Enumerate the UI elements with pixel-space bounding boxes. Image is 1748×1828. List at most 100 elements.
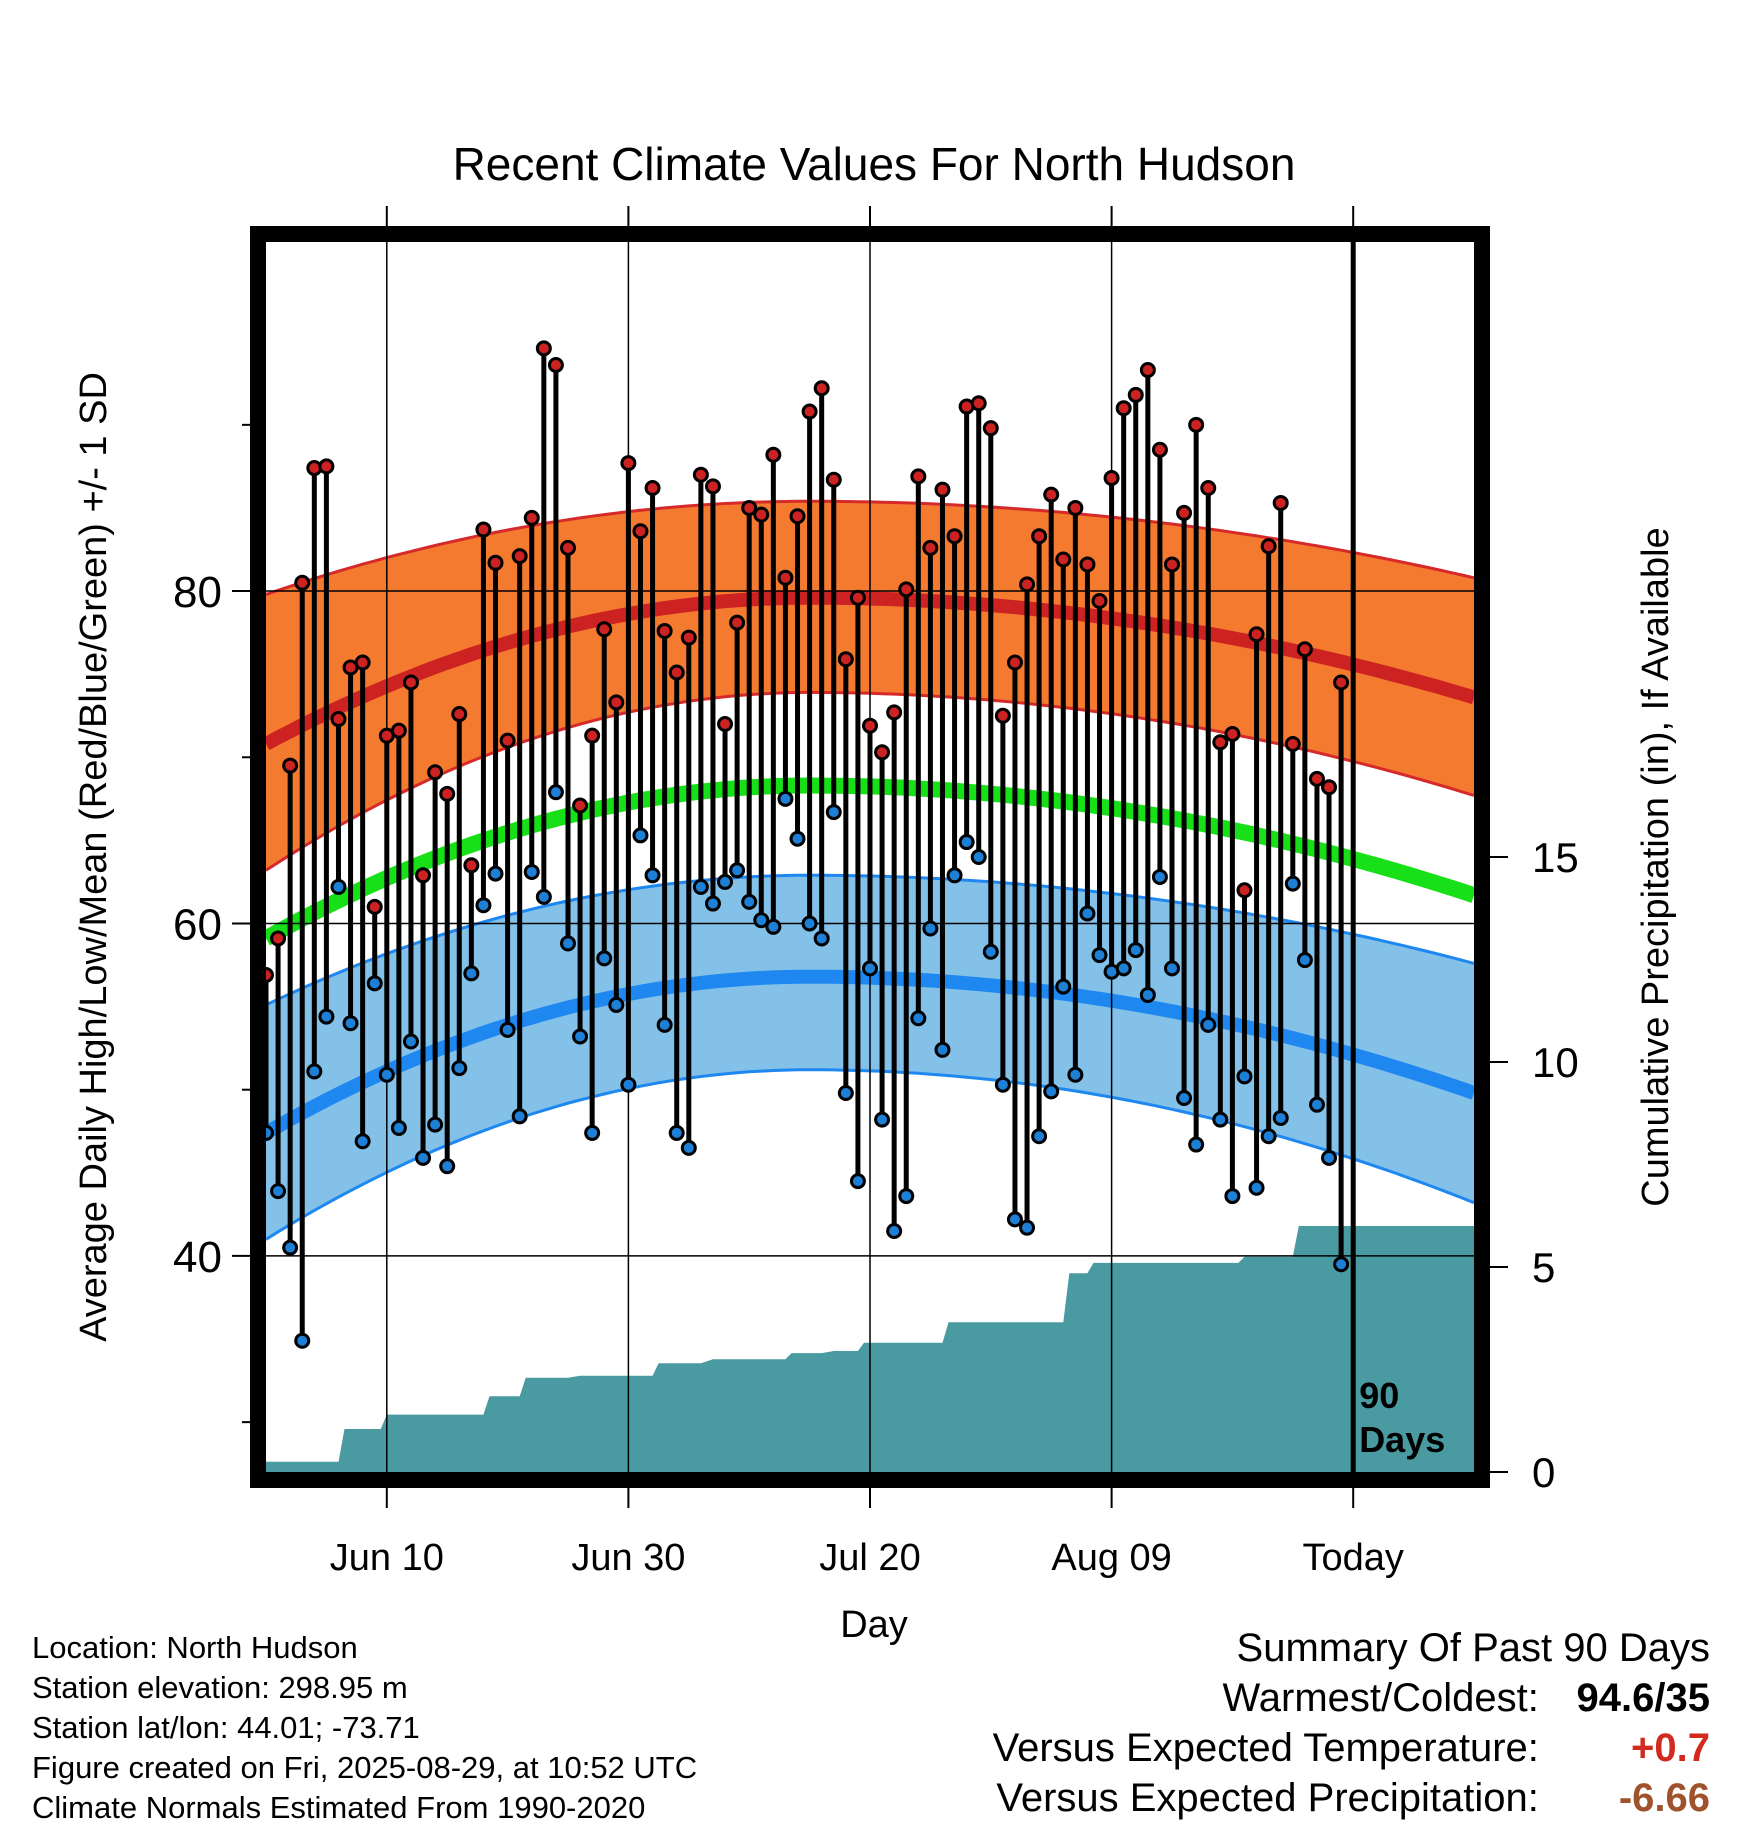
x-tick-label: Today	[1302, 1537, 1403, 1579]
y2-tick-label: 0	[1532, 1449, 1555, 1496]
daily-low-point	[1272, 1109, 1289, 1126]
daily-high-point	[1200, 480, 1217, 496]
daily-low-point	[1127, 942, 1144, 959]
y-tick-label: 80	[173, 568, 222, 617]
daily-low-point	[994, 1076, 1011, 1093]
plot-frame	[250, 226, 1490, 1488]
daily-high-point	[1272, 494, 1289, 511]
daily-low-point	[717, 873, 734, 890]
daily-high-point	[282, 757, 299, 774]
latlon-text: Station lat/lon: 44.01; -73.71	[32, 1710, 420, 1745]
daily-high-point	[1055, 551, 1072, 568]
daily-low-point	[729, 862, 746, 879]
daily-low-point	[910, 1010, 927, 1027]
daily-low-point	[1151, 868, 1168, 885]
daily-low-point	[572, 1028, 589, 1045]
daily-high-point	[982, 420, 999, 437]
daily-high-point	[741, 499, 758, 516]
daily-low-point	[620, 1076, 637, 1093]
daily-high-point	[330, 711, 347, 728]
summary-temp-row: Versus Expected Temperature: +0.7	[993, 1723, 1710, 1773]
y-tick-label: 60	[173, 900, 222, 949]
daily-low-point	[1091, 947, 1108, 964]
daily-high-point	[970, 395, 987, 412]
daily-low-point	[415, 1149, 432, 1166]
daily-low-point	[946, 867, 963, 884]
daily-low-point	[958, 834, 975, 851]
daily-high-point	[427, 764, 444, 781]
daily-low-point	[608, 996, 625, 1013]
daily-low-point	[535, 888, 552, 905]
daily-high-point	[584, 727, 601, 744]
daily-low-point	[1333, 1256, 1350, 1273]
y2-axis-label: Cumulative Precipitation (in), If Availa…	[1635, 527, 1677, 1206]
daily-low-point	[849, 1173, 866, 1190]
daily-low-point	[898, 1188, 915, 1205]
daily-low-point	[475, 897, 492, 914]
daily-low-point	[1260, 1128, 1277, 1145]
daily-low-point	[825, 804, 842, 821]
daily-high-point	[680, 629, 697, 646]
daily-low-point	[1188, 1136, 1205, 1153]
daily-high-point	[910, 468, 927, 485]
daily-high-point	[922, 539, 939, 556]
daily-high-point	[644, 480, 661, 496]
daily-high-point	[1236, 882, 1253, 899]
daily-high-point	[475, 521, 492, 538]
daily-low-point	[1079, 905, 1096, 922]
daily-high-point	[704, 478, 721, 495]
daily-low-point	[463, 965, 480, 982]
daily-low-point	[874, 1111, 891, 1128]
daily-low-point	[1296, 952, 1313, 969]
y-axis-label: Average Daily High/Low/Mean (Red/Blue/Gr…	[73, 372, 115, 1342]
daily-high-point	[366, 898, 383, 915]
x-tick-label: Jun 10	[330, 1537, 444, 1579]
daily-high-point	[390, 722, 407, 739]
daily-low-point	[1067, 1066, 1084, 1083]
daily-high-point	[415, 867, 432, 884]
daily-low-point	[922, 920, 939, 937]
daily-high-point	[1284, 735, 1301, 752]
daily-high-point	[994, 707, 1011, 724]
daily-high-point	[511, 548, 528, 565]
daily-low-point	[1176, 1090, 1193, 1107]
created-text: Figure created on Fri, 2025-08-29, at 10…	[32, 1750, 698, 1785]
daily-high-point	[692, 466, 709, 483]
daily-low-point	[656, 1016, 673, 1033]
daily-low-point	[487, 865, 504, 882]
summary-heading: Summary Of Past 90 Days	[1236, 1626, 1710, 1670]
daily-high-point	[294, 574, 311, 591]
daily-high-point	[463, 857, 480, 874]
daily-low-point	[1224, 1188, 1241, 1205]
daily-low-point	[753, 912, 770, 929]
daily-high-point	[1091, 593, 1108, 610]
daily-high-point	[1151, 441, 1168, 458]
daily-high-point	[813, 380, 830, 397]
normals-period-text: Climate Normals Estimated From 1990-2020	[32, 1790, 646, 1825]
daily-high-point	[837, 651, 854, 668]
daily-low-point	[451, 1060, 468, 1077]
daily-low-point	[789, 830, 806, 847]
daily-high-point	[825, 471, 842, 488]
daily-low-point	[934, 1041, 951, 1058]
daily-high-point	[354, 654, 371, 671]
daily-low-point	[330, 878, 347, 895]
x-axis-label: Day	[840, 1604, 908, 1646]
daily-high-point	[801, 403, 818, 420]
daily-high-point	[1115, 400, 1132, 417]
daily-high-point	[862, 717, 878, 734]
daily-high-point	[1188, 416, 1205, 433]
daily-low-point	[560, 935, 576, 952]
x-tick-label: Jul 20	[819, 1537, 920, 1579]
daily-low-point	[1043, 1083, 1060, 1100]
daily-high-point	[1006, 654, 1023, 671]
elevation-text: Station elevation: 298.95 m	[32, 1670, 408, 1705]
y2-tick-label: 5	[1532, 1244, 1555, 1291]
daily-low-point	[644, 867, 661, 884]
daily-low-point	[970, 849, 987, 865]
y2-tick-label: 15	[1532, 834, 1579, 881]
daily-high-point	[547, 357, 564, 373]
daily-high-point	[1296, 641, 1313, 658]
daily-low-point	[1115, 960, 1132, 977]
